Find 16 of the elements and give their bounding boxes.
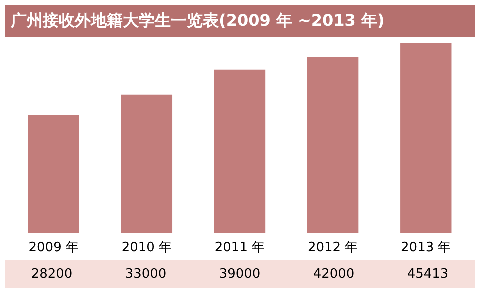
bar [28,115,80,233]
x-tick-label: 2011 年 [214,240,266,256]
x-tick-label: 2010 年 [122,240,172,256]
chart-title: 广州接收外地籍大学生一览表(2009 年 ~2013 年) [10,11,385,30]
bar [121,94,173,233]
x-tick-label: 2013 年 [401,240,452,256]
data-label: 39000 [219,267,261,282]
x-tick-label: 2012 年 [308,240,358,256]
data-label: 45413 [407,267,449,282]
bar [214,70,266,233]
bar [307,57,359,233]
data-label: 33000 [125,267,167,282]
bar [400,43,452,233]
data-label: 28200 [31,267,73,282]
data-label: 42000 [313,267,355,282]
x-tick-label: 2009 年 [28,240,79,256]
